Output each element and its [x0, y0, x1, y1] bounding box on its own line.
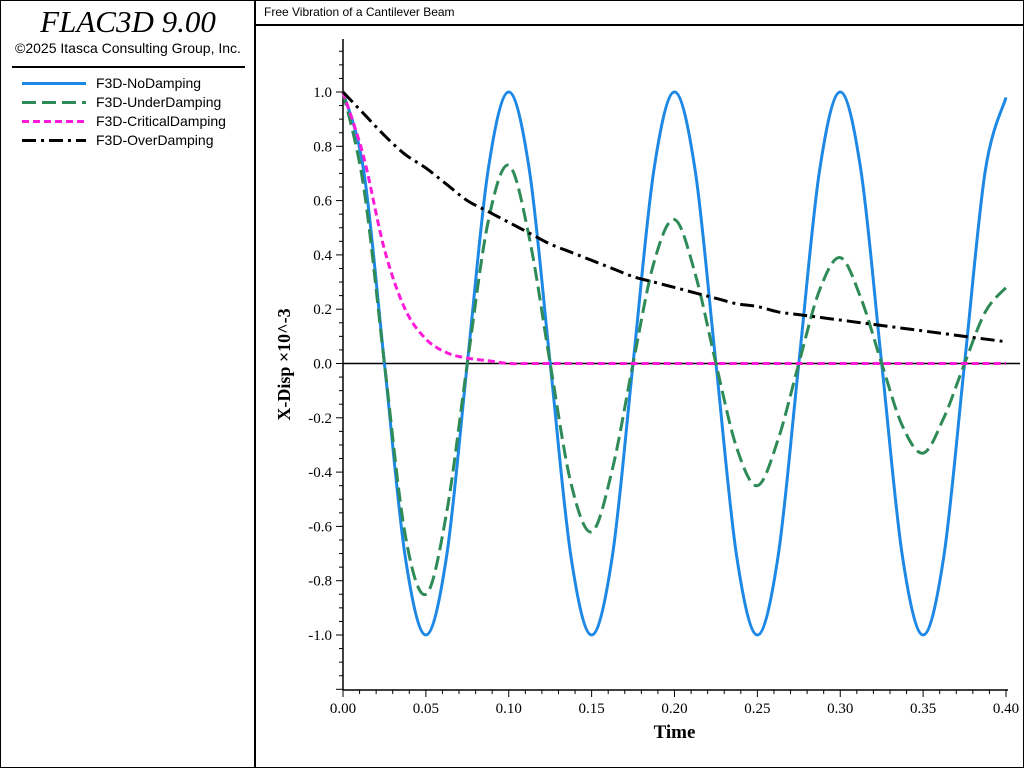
y-tick-label: 0.4 [313, 248, 332, 264]
legend-label: F3D-NoDamping [96, 75, 202, 91]
y-tick-label: 0.2 [313, 302, 332, 318]
x-tick-label: 0.25 [744, 701, 770, 717]
y-tick-label: -0.8 [308, 574, 332, 590]
copyright-text: ©2025 Itasca Consulting Group, Inc. [15, 40, 241, 56]
y-tick-label: 0.8 [313, 139, 332, 155]
legend-label: F3D-OverDamping [96, 132, 214, 148]
legend-swatch-overdamping [22, 139, 86, 142]
x-tick-label: 0.30 [827, 701, 853, 717]
app-title: FLAC3D 9.00 [40, 4, 216, 39]
legend-swatch-criticaldamping [22, 120, 86, 123]
title-divider [256, 24, 1024, 26]
legend-label: F3D-UnderDamping [96, 94, 222, 110]
panel-divider [12, 66, 245, 68]
x-tick-label: 0.15 [579, 701, 605, 717]
y-tick-label: 1.0 [313, 85, 332, 101]
legend-label: F3D-CriticalDamping [96, 113, 226, 129]
y-tick-label: -0.4 [308, 465, 332, 481]
y-tick-label: 0.0 [313, 357, 332, 373]
y-tick-label: -1.0 [308, 628, 332, 644]
legend-panel: FLAC3D 9.00 ©2025 Itasca Consulting Grou… [0, 0, 256, 768]
legend-item-nodamping: F3D-NoDamping [20, 74, 260, 93]
x-tick-label: 0.20 [661, 701, 687, 717]
chart-area: 1.0 0.8 0.6 0.4 0.2 0.0 -0.2 -0.4 -0.6 -0.8 -1.0 0.… [274, 39, 1020, 743]
y-tick-label: 0.6 [313, 194, 332, 210]
x-tick-label: 0.35 [910, 701, 936, 717]
legend-item-underdamping: F3D-UnderDamping [20, 93, 260, 112]
legend-item-criticaldamping: F3D-CriticalDamping [20, 112, 260, 131]
y-tick-label: -0.2 [308, 411, 332, 427]
series-line-f3d-underdamping [341, 91, 1008, 596]
x-tick-label: 0.40 [993, 701, 1019, 717]
x-tick-label: 0.05 [413, 701, 439, 717]
legend-swatch-underdamping [22, 101, 86, 104]
series-line-f3d-nodamping [341, 90, 1008, 637]
series-line-f3d-criticaldamping [341, 91, 1006, 366]
x-tick-label: 0.00 [330, 701, 356, 717]
y-axis-label: X-Disp ×10^-3 [274, 308, 294, 420]
series-line-f3d-overdamping [341, 90, 1007, 344]
x-axis-label: Time [654, 722, 696, 743]
legend-item-overdamping: F3D-OverDamping [20, 131, 260, 150]
legend-swatch-nodamping [22, 82, 86, 85]
x-tick-label: 0.10 [496, 701, 522, 717]
plot-title: Free Vibration of a Cantilever Beam [264, 5, 455, 19]
y-tick-label: -0.6 [308, 519, 332, 535]
